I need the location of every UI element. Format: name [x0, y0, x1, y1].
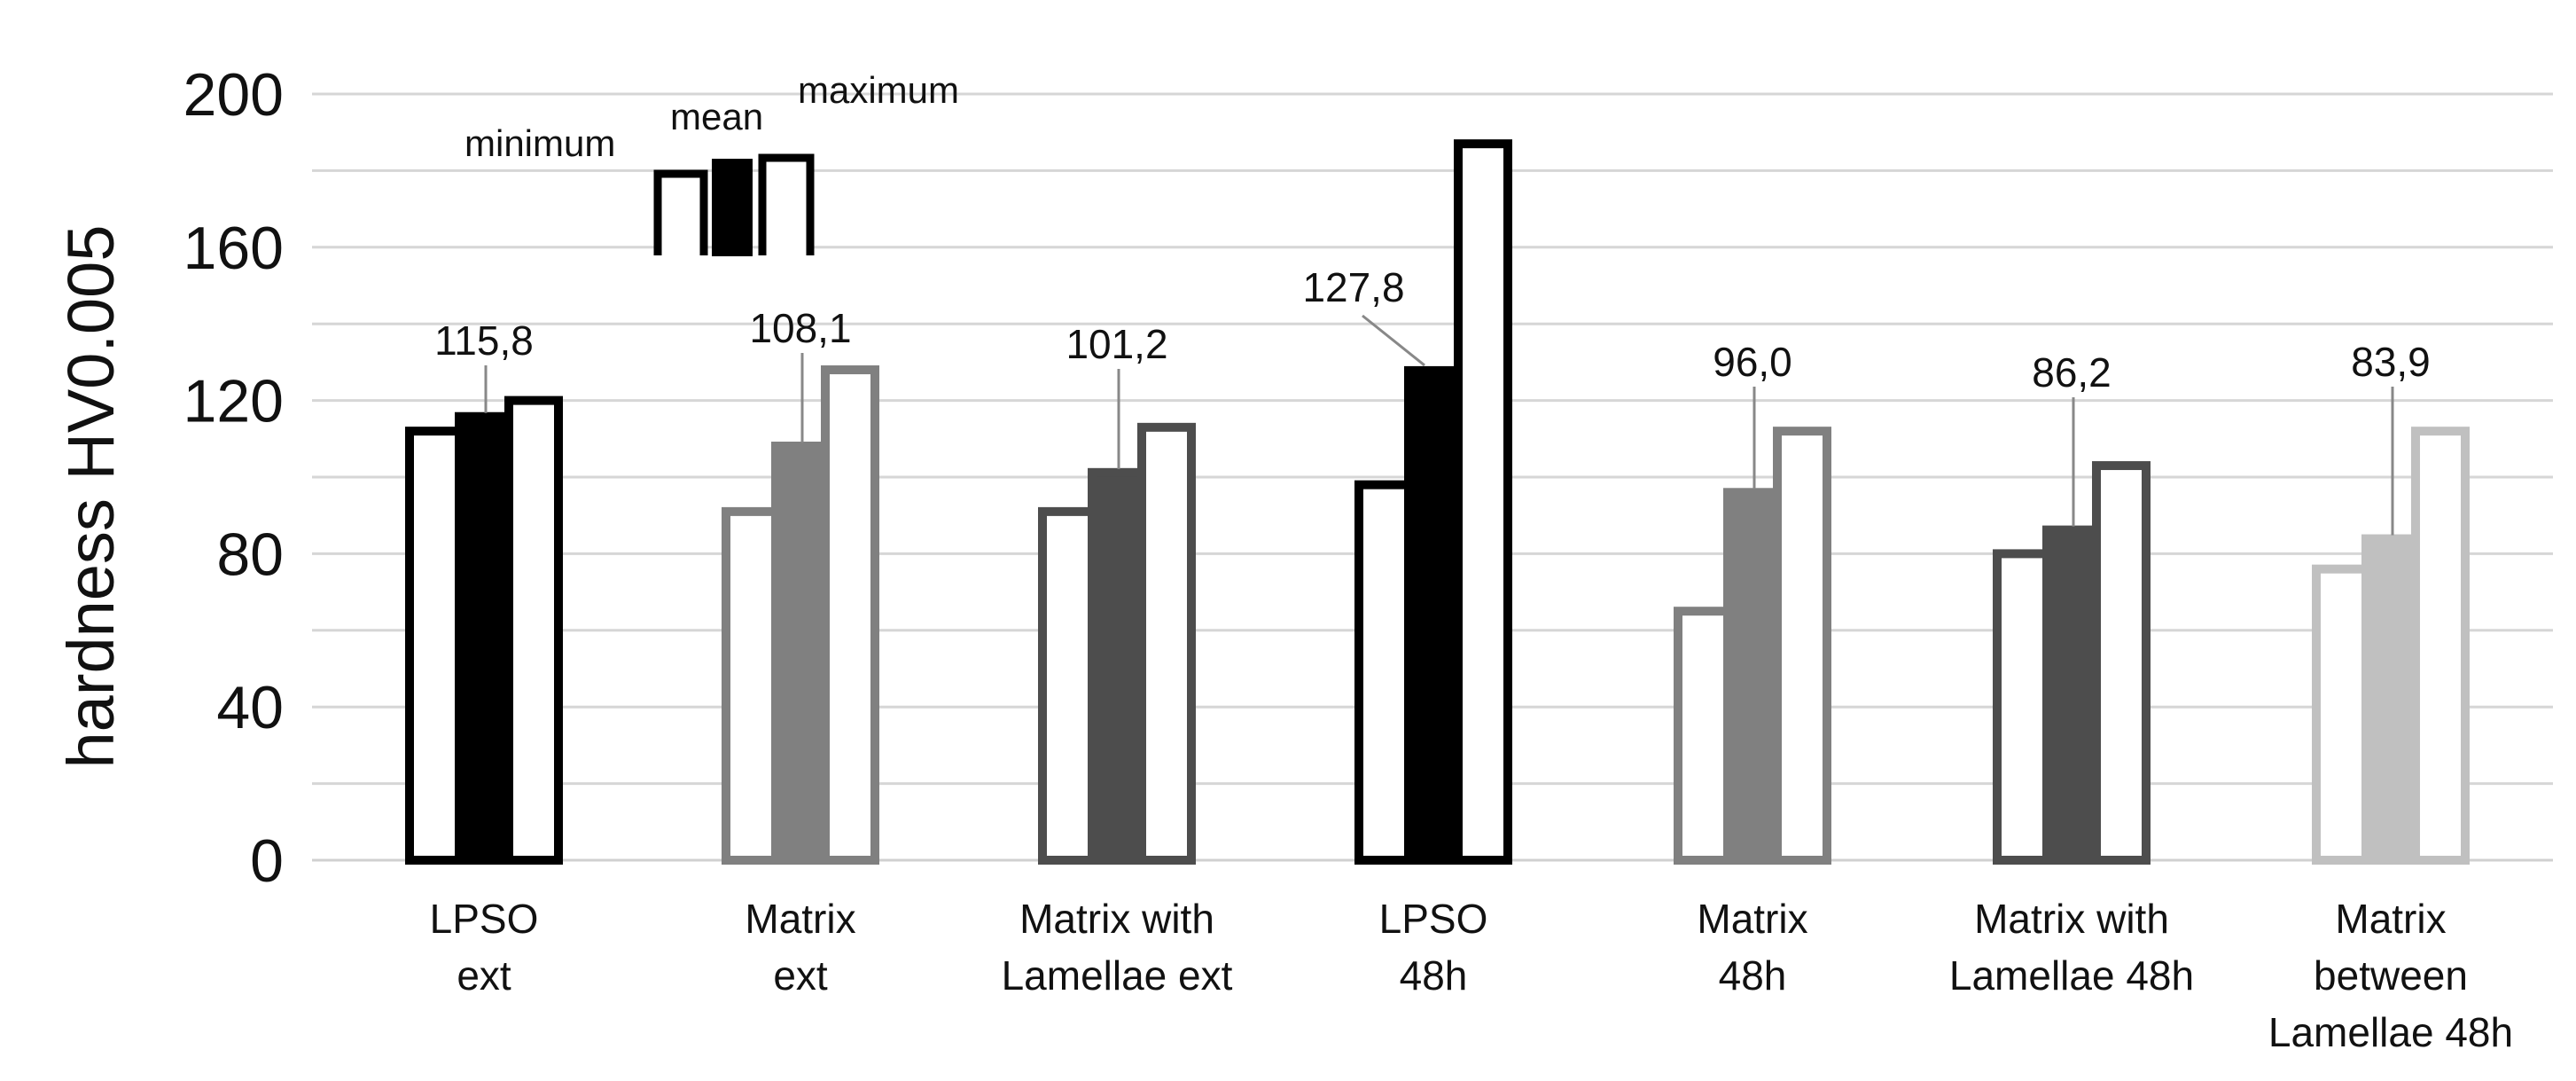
data-label-mean: 115,8	[434, 317, 534, 364]
legend-mean-swatch	[712, 159, 753, 256]
bar-groups: 115,8 108,1 101,2 127,8 96,0 86,2 83,9	[405, 139, 2470, 866]
bar-maximum	[1454, 139, 1512, 866]
bar-group: 101,2	[1038, 321, 1196, 865]
category-label: ext	[773, 952, 828, 999]
bar-mean	[771, 442, 830, 865]
category-label: Lamellae 48h	[2268, 1009, 2513, 1055]
category-label: ext	[457, 952, 511, 999]
bar-group: 115,8	[405, 317, 563, 866]
category-label: LPSO	[1379, 896, 1488, 942]
bar-minimum	[1354, 480, 1413, 865]
bar-mean	[455, 411, 513, 865]
legend-minimum-label: minimum	[464, 122, 615, 164]
bar-mean	[1404, 365, 1463, 865]
category-label: Matrix	[1697, 896, 1807, 942]
bar-group: 108,1	[722, 305, 879, 866]
data-label-mean: 83,9	[2351, 339, 2431, 385]
bar-mean	[2042, 525, 2101, 866]
y-tick-label: 0	[250, 827, 284, 895]
bar-group: 86,2	[1993, 349, 2151, 866]
category-label: Matrix with	[1019, 896, 1214, 942]
data-label-mean: 96,0	[1713, 339, 1792, 385]
y-axis-ticks: 0 40 80 120 160 200	[183, 61, 284, 895]
y-tick-label: 80	[216, 521, 284, 588]
category-label: 48h	[1400, 952, 1468, 999]
legend-minimum-swatch	[653, 169, 708, 255]
bar-group: 96,0	[1674, 339, 1831, 866]
y-tick-label: 160	[183, 215, 284, 282]
y-tick-label: 40	[216, 674, 284, 741]
bar-minimum	[722, 506, 780, 865]
category-label: LPSO	[430, 896, 539, 942]
bar-maximum	[2092, 461, 2151, 865]
data-label-mean: 127,8	[1302, 264, 1404, 310]
bar-maximum	[1137, 422, 1196, 865]
bar-mean	[2361, 534, 2420, 865]
category-label: between	[2314, 952, 2468, 999]
legend: minimum mean maximum	[464, 69, 959, 256]
bar-maximum	[821, 365, 879, 866]
bar-mean	[1088, 467, 1146, 865]
category-labels: LPSO ext Matrix ext Matrix with Lamellae ext L…	[430, 896, 2513, 1055]
data-label-mean: 108,1	[749, 305, 851, 351]
bar-group: 83,9	[2312, 339, 2470, 865]
data-label-mean: 101,2	[1066, 321, 1167, 367]
bar-group: 127,8	[1302, 139, 1512, 866]
category-label: Lamellae 48h	[1949, 952, 2194, 999]
legend-maximum-swatch	[758, 153, 815, 255]
bar-minimum	[1038, 506, 1097, 865]
legend-maximum-label: maximum	[798, 69, 959, 111]
bar-minimum	[1674, 607, 1732, 865]
bar-maximum	[504, 396, 563, 866]
category-label: 48h	[1719, 952, 1787, 999]
bar-minimum	[2312, 564, 2370, 865]
y-tick-label: 200	[183, 61, 284, 129]
bar-minimum	[1993, 549, 2051, 866]
y-tick-label: 120	[183, 368, 284, 435]
bar-mean	[1723, 488, 1782, 866]
category-label: Matrix	[2335, 896, 2446, 942]
category-label: Matrix	[745, 896, 855, 942]
bar-maximum	[1773, 427, 1831, 865]
data-label-mean: 86,2	[2032, 349, 2112, 396]
legend-mean-label: mean	[670, 96, 763, 137]
data-label-leader	[1362, 314, 1425, 367]
category-label: Lamellae ext	[1002, 952, 1233, 999]
bar-minimum	[405, 427, 464, 865]
bar-maximum	[2411, 427, 2470, 865]
category-label: Matrix with	[1974, 896, 2169, 942]
y-axis-title: hardness HV0.005	[54, 225, 128, 769]
